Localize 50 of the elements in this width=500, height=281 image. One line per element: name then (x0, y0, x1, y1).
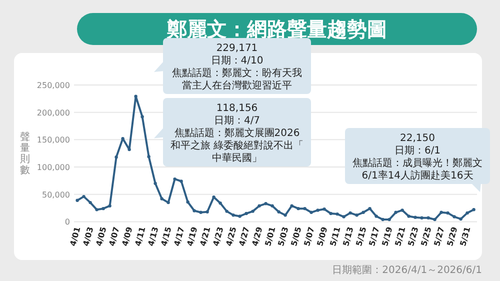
y-tick-label: 50,000 (42, 190, 70, 200)
x-tick-label: 5/07 (302, 226, 316, 248)
y-axis-title: 聲量則數 (20, 131, 30, 176)
callout: 22,150 日期：6/1 焦點話題：成員曝光！鄭麗文6/1率14人訪團赴美16天 (345, 128, 490, 192)
x-tick-label: 5/03 (276, 226, 290, 248)
x-tick-label: 5/23 (406, 226, 420, 248)
annotation: 焦點話題：鄭麗文展團2026和平之旅 綠委酸絕對說不出「中華民國」 (170, 127, 304, 164)
x-tick-label: 4/01 (68, 225, 82, 248)
x-tick-label: 5/01 (263, 225, 278, 248)
callout: 229,171 日期：4/10 焦點話題：鄭麗文：盼有天我當主人在台灣歡迎習近平 (154, 38, 311, 94)
x-tick-label: 5/25 (419, 225, 434, 248)
annotation: 日期：6/1 (394, 144, 441, 156)
x-tick-label: 4/03 (81, 226, 96, 248)
x-tick-label: 4/19 (185, 225, 200, 248)
annotation: 焦點話題：鄭麗文：盼有天我當主人在台灣歡迎習近平 (172, 67, 302, 92)
y-tick-label: 200,000 (36, 108, 70, 118)
y-tick-label: 100,000 (36, 163, 70, 172)
callout: 118,156 日期：4/7 焦點話題：鄭麗文展團2026和平之旅 綠委酸絕對說不出「中華民國」 (154, 98, 311, 166)
x-tick-label: 4/05 (94, 225, 108, 248)
x-tick-label: 5/31 (458, 225, 472, 248)
x-tick-label: 5/11 (328, 225, 342, 248)
annotation: 焦點話題：成員曝光！鄭麗文6/1率14人訪團赴美16天 (352, 157, 482, 182)
x-tick-label: 5/09 (315, 225, 330, 248)
x-tick-label: 5/15 (354, 225, 368, 248)
annotation: 日期：4/7 (214, 114, 260, 126)
x-tick-label: 5/29 (445, 225, 460, 248)
x-tick-label: 5/27 (432, 226, 446, 248)
x-tick-label: 4/11 (133, 225, 148, 248)
y-tick-label: 0 (64, 218, 70, 227)
x-tick-label: 4/29 (250, 225, 264, 248)
x-tick-label: 5/05 (289, 225, 304, 248)
x-tick-label: 4/13 (146, 226, 160, 248)
x-tick-label: 4/27 (237, 226, 252, 248)
x-tick-label: 4/23 (211, 226, 226, 248)
y-tick-label: 250,000 (36, 81, 70, 90)
x-tick-label: 4/25 (224, 225, 238, 248)
x-tick-label: 4/21 (198, 225, 212, 248)
y-tick-label: 150,000 (36, 136, 70, 145)
annotation: 22,150 (400, 133, 435, 144)
x-tick-label: 4/15 (159, 225, 174, 248)
text: 日期範圍：2026/4/1～2026/6/1 (332, 264, 482, 276)
x-tick-label: 4/07 (107, 226, 122, 248)
x-tick-label: 5/21 (393, 225, 408, 248)
x-tick-label: 5/19 (380, 225, 394, 248)
x-tick-label: 5/17 (367, 226, 382, 248)
x-tick-label: 4/09 (120, 225, 134, 248)
x-tick-label: 5/13 (341, 226, 356, 248)
x-tick-label: 4/17 (172, 226, 186, 248)
chart-title: 鄭麗文：網路聲量趨勢圖 (166, 17, 387, 41)
annotation: 118,156 (216, 103, 258, 114)
